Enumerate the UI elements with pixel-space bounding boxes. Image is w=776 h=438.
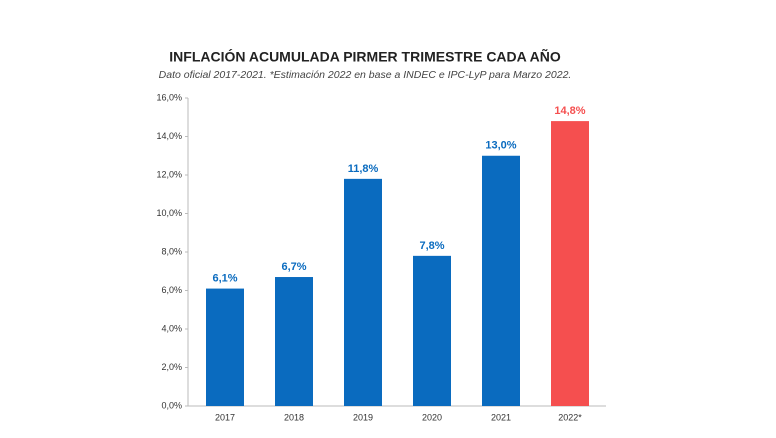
x-tick-label: 2021 xyxy=(491,412,511,422)
x-tick-label: 2019 xyxy=(353,412,373,422)
x-tick-label: 2020 xyxy=(422,412,442,422)
y-tick-label: 10,0% xyxy=(156,208,182,218)
y-tick-label: 8,0% xyxy=(161,246,182,256)
bar xyxy=(275,277,313,406)
y-tick-label: 14,0% xyxy=(156,131,182,141)
y-tick-label: 2,0% xyxy=(161,362,182,372)
bar xyxy=(551,121,589,406)
y-tick-label: 12,0% xyxy=(156,169,182,179)
x-tick-label: 2022* xyxy=(558,412,582,422)
bar xyxy=(413,255,451,406)
bar xyxy=(344,178,382,406)
y-tick-label: 6,0% xyxy=(161,285,182,295)
value-label: 6,7% xyxy=(281,261,306,273)
bar xyxy=(206,288,244,406)
y-tick-label: 16,0% xyxy=(156,92,182,102)
chart-subtitle: Dato oficial 2017-2021. *Estimación 2022… xyxy=(159,69,572,81)
value-label: 6,1% xyxy=(212,272,237,284)
bar xyxy=(482,155,520,406)
x-tick-label: 2017 xyxy=(215,412,235,422)
y-tick-label: 4,0% xyxy=(161,323,182,333)
value-label: 14,8% xyxy=(554,105,585,117)
value-label: 13,0% xyxy=(485,140,516,152)
chart-title: INFLACIÓN ACUMULADA PIRMER TRIMESTRE CAD… xyxy=(169,48,561,65)
y-tick-label: 0,0% xyxy=(161,400,182,410)
value-label: 7,8% xyxy=(419,240,444,252)
value-label: 11,8% xyxy=(348,163,379,175)
x-tick-label: 2018 xyxy=(284,412,304,422)
